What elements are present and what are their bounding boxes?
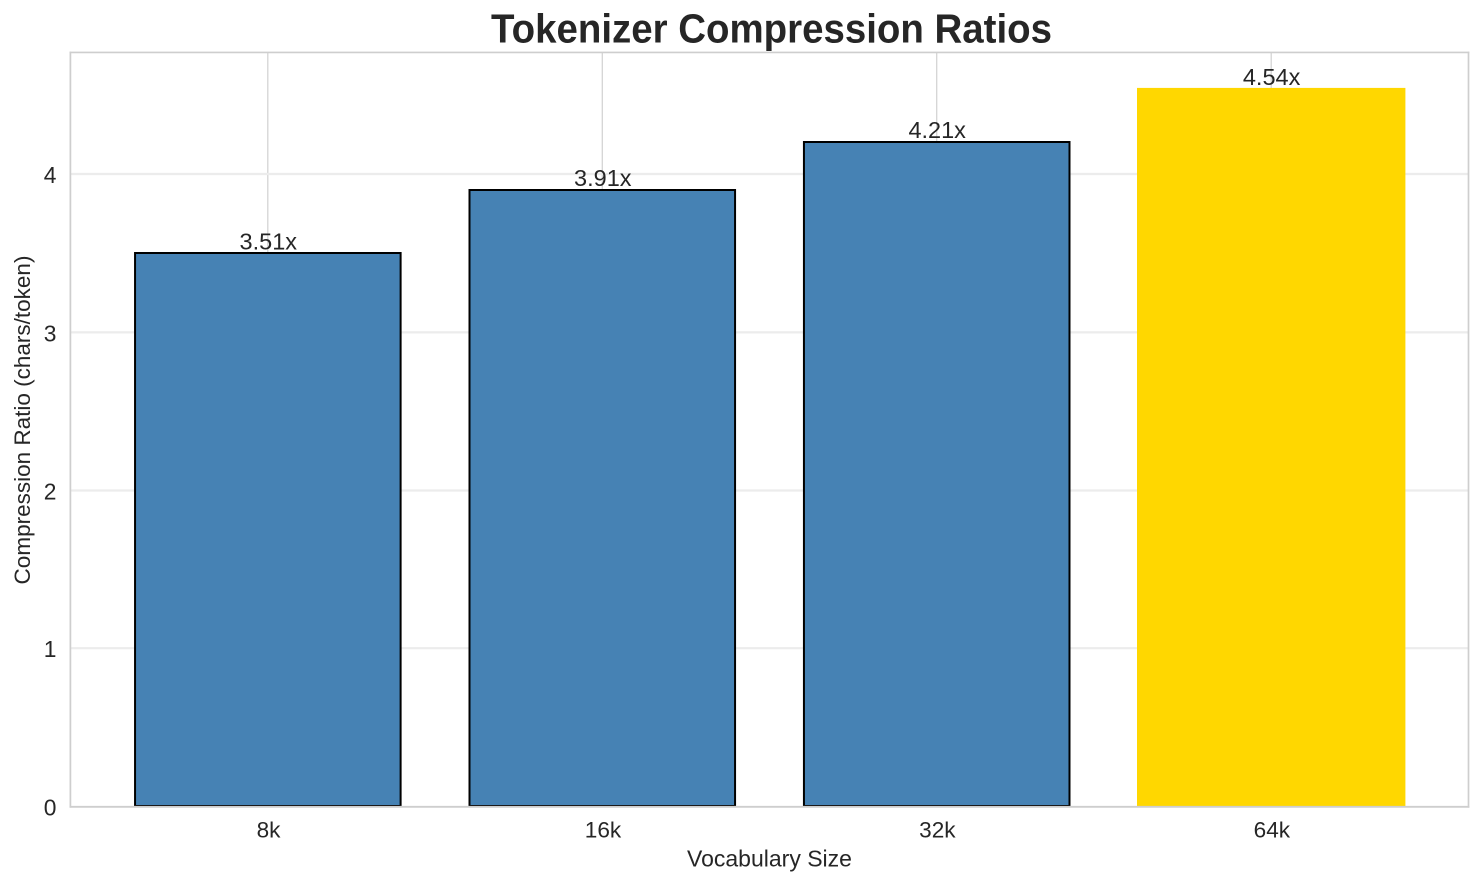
svg-text:16k: 16k [585,818,622,843]
svg-text:Tokenizer Compression Ratios: Tokenizer Compression Ratios [491,5,1052,51]
svg-text:8k: 8k [257,818,282,843]
svg-text:2: 2 [44,479,57,505]
svg-text:1: 1 [44,636,57,662]
svg-text:3.51x: 3.51x [240,228,298,254]
svg-text:4.54x: 4.54x [1243,64,1301,90]
svg-text:64k: 64k [1254,818,1291,843]
svg-text:4: 4 [44,162,57,188]
svg-text:32k: 32k [919,818,956,843]
svg-text:4.21x: 4.21x [908,117,966,143]
svg-text:0: 0 [44,794,57,820]
svg-text:3: 3 [44,320,57,346]
svg-text:Compression Ratio (chars/token: Compression Ratio (chars/token) [10,256,35,585]
svg-text:Vocabulary Size: Vocabulary Size [687,845,852,871]
svg-text:3.91x: 3.91x [574,165,632,191]
